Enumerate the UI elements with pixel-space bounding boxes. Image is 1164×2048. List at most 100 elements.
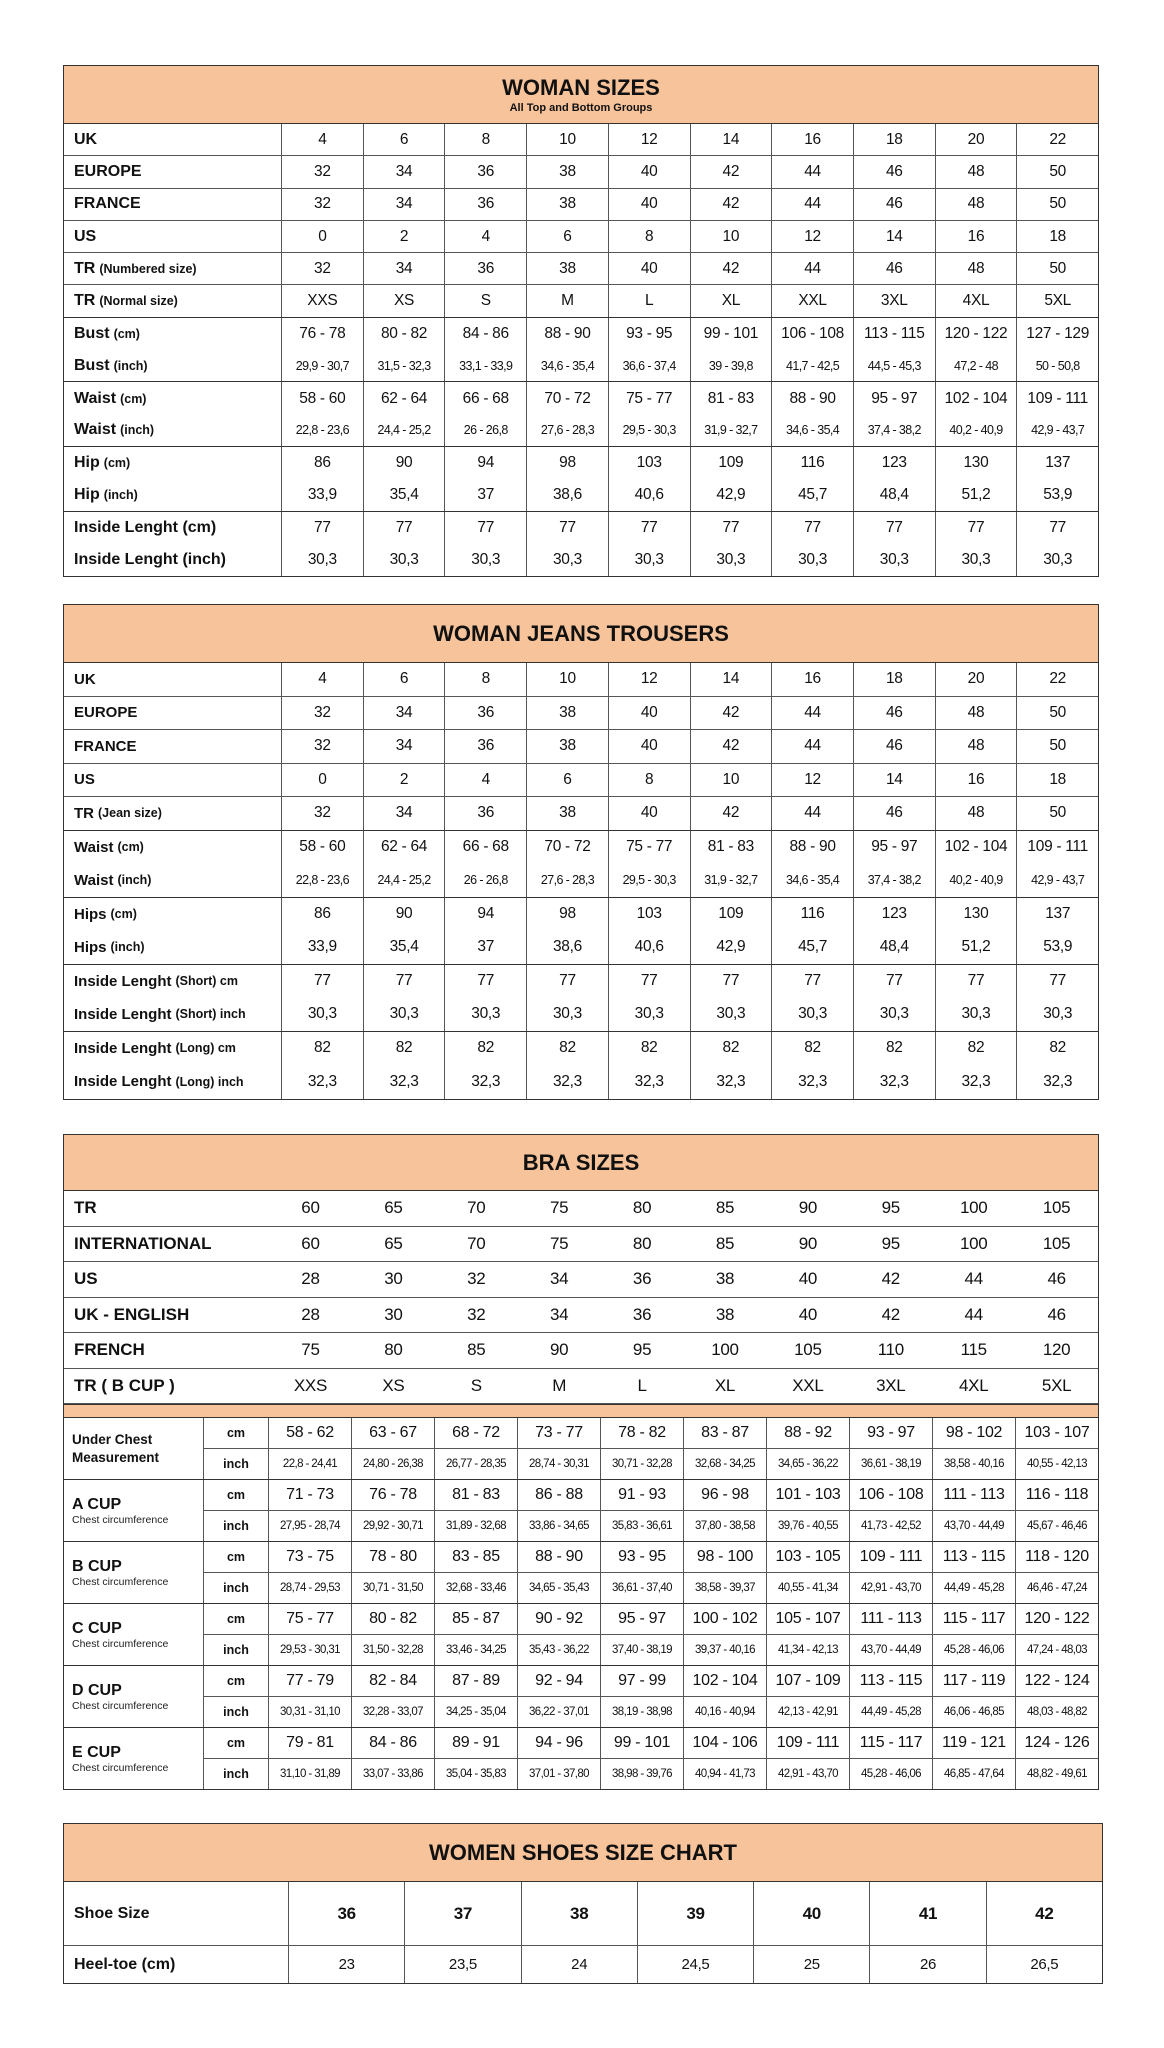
table-row: Waist (inch) 22,8 - 23,6 24,4 - 25,2 26 - 26…: [64, 864, 1098, 898]
table-cell: 16: [772, 663, 854, 696]
table-cell: 40: [609, 188, 691, 220]
table-cell: 35,4: [364, 479, 446, 511]
table-cell: 88 - 90: [772, 382, 854, 415]
table-cell: 3XL: [854, 285, 936, 317]
row-label: TR: [64, 1191, 269, 1226]
table-cell: 29,92 - 30,71: [352, 1510, 435, 1541]
table-subtitle: All Top and Bottom Groups: [509, 102, 653, 114]
table-cell: 80 - 82: [352, 1604, 435, 1634]
table-cell: 26,5: [1030, 1956, 1059, 1973]
table-cell: 4: [445, 220, 528, 253]
table-cell: 10: [691, 220, 773, 253]
table-cell: 77: [772, 511, 854, 544]
table-cell: 31,50 - 32,28: [352, 1634, 435, 1665]
table-cell: 63 - 67: [352, 1418, 435, 1448]
table-cell: 115: [960, 1340, 988, 1360]
table-cell: 90: [550, 1340, 569, 1360]
table-cell: 38: [522, 1882, 638, 1945]
row-label: TR (Normal size): [64, 285, 282, 317]
table-cell: 34: [364, 696, 446, 729]
table-cell: 27,6 - 28,3: [527, 864, 609, 897]
table-cell: 80: [384, 1340, 403, 1360]
table-cell: 137: [1045, 454, 1071, 472]
row-label-text: TR ( B CUP ): [74, 1375, 175, 1395]
table-cell: 18: [1049, 227, 1066, 245]
table-row: TR ( B CUP ) XXS XS S M L XL XXL 3XL 4XL 5XL: [64, 1369, 1098, 1404]
row-label: UK: [64, 663, 282, 696]
table-cell: 77: [691, 511, 773, 544]
table-cell: 34: [364, 156, 446, 188]
table-cell: 106 - 108: [850, 1480, 933, 1510]
cup-rows: cm 77 - 79 82 - 84 87 - 89 92 - 94 97 - 99 102…: [204, 1666, 1098, 1727]
table-cell: 105 - 107: [767, 1604, 850, 1634]
table-cell: 36: [445, 730, 528, 763]
row-label-text: EUROPE: [74, 704, 138, 722]
table-cell: 41,7 - 42,5: [772, 350, 854, 382]
row-label: Hip (cm): [64, 446, 282, 480]
table-cell: 27,6 - 28,3: [527, 414, 609, 446]
table-cell: 77: [1049, 518, 1066, 536]
row-label: TR (Numbered size): [64, 253, 282, 285]
row-label-text: Hip: [74, 485, 100, 503]
table-cell: 6: [527, 220, 609, 253]
table-cell: 94: [445, 446, 528, 480]
table-row: US 28 30 32 34 36 38 40 42 44 46: [64, 1262, 1098, 1298]
row-label-text: Bust: [74, 356, 110, 374]
table-cell: 30,3: [1043, 1005, 1073, 1023]
cup-row-inch: inch 30,31 - 31,10 32,28 - 33,07 34,25 - 35…: [204, 1696, 1098, 1727]
table-cell: 120: [1042, 1340, 1071, 1360]
table-cell: 80: [632, 1198, 652, 1218]
table-cell: 16: [936, 763, 1018, 796]
table-cell: 24,4 - 25,2: [364, 864, 446, 897]
table-cell: 30,3: [364, 543, 446, 577]
table-cell: 77: [691, 964, 773, 998]
row-label-text: Inside Lenght: [74, 1073, 172, 1091]
table-row: FRENCH 75 80 85 90 95 100 105 110 115 120: [64, 1333, 1098, 1369]
table-cell: 6: [527, 763, 609, 796]
table-cell: 92 - 94: [518, 1666, 601, 1696]
row-label: Waist (inch): [64, 864, 282, 897]
table-cell: 85: [467, 1340, 486, 1360]
table-cell: 46: [854, 730, 936, 763]
table-cell: 50: [1049, 737, 1066, 755]
table-cell: 81 - 83: [691, 830, 773, 864]
table-cell: 5XL: [1041, 1375, 1072, 1395]
table-cell: 23,5: [405, 1946, 522, 1983]
table-cell: XS: [364, 285, 446, 317]
cup-label: A CUP Chest circumference: [64, 1480, 204, 1541]
row-label-unit: (Numbered size): [99, 261, 197, 276]
table-cell: 90 - 92: [518, 1604, 601, 1634]
table-cell: M: [552, 1375, 567, 1395]
table-cell: 37,01 - 37,80: [518, 1758, 601, 1789]
table-cell: 10: [527, 124, 609, 156]
row-label-unit: (inch): [117, 873, 152, 888]
table-cell: 32,68 - 34,25: [684, 1448, 767, 1479]
table-cell: 35,4: [364, 931, 446, 964]
unit-label: cm: [204, 1604, 269, 1634]
row-label-unit: (cm): [103, 456, 131, 471]
table-cell: 119 - 121: [933, 1728, 1016, 1758]
table-cell: 124 - 126: [1024, 1733, 1090, 1751]
table-cell: 4XL: [936, 285, 1018, 317]
table-cell: 42: [691, 797, 773, 830]
table-cell: 109 - 111: [1027, 389, 1088, 407]
table-cell: 86 - 88: [518, 1480, 601, 1510]
table-cell: 48,4: [854, 479, 936, 511]
table-cell: 48: [936, 730, 1018, 763]
table-cell: 90: [364, 897, 446, 931]
table-cell: L: [637, 1375, 647, 1395]
table-cell: 88 - 90: [527, 317, 609, 351]
table-cell: 31,10 - 31,89: [269, 1758, 352, 1789]
table-cell: 32,3: [364, 1065, 446, 1099]
table-cell: 22,8 - 23,6: [282, 864, 364, 897]
table-cell: 34,65 - 36,22: [767, 1448, 850, 1479]
table-cell: 32,3: [1043, 1072, 1073, 1090]
table-cell: 38,58 - 39,37: [684, 1572, 767, 1603]
table-cell: 99 - 101: [691, 317, 773, 351]
row-label-unit: (Jean size): [98, 806, 162, 821]
table-cell: 77: [1049, 972, 1066, 990]
table-cell: 38,58 - 40,16: [933, 1448, 1016, 1479]
row-label: US: [64, 763, 282, 796]
table-cell: 94 - 96: [518, 1728, 601, 1758]
table-cell: 32,28 - 33,07: [352, 1696, 435, 1727]
